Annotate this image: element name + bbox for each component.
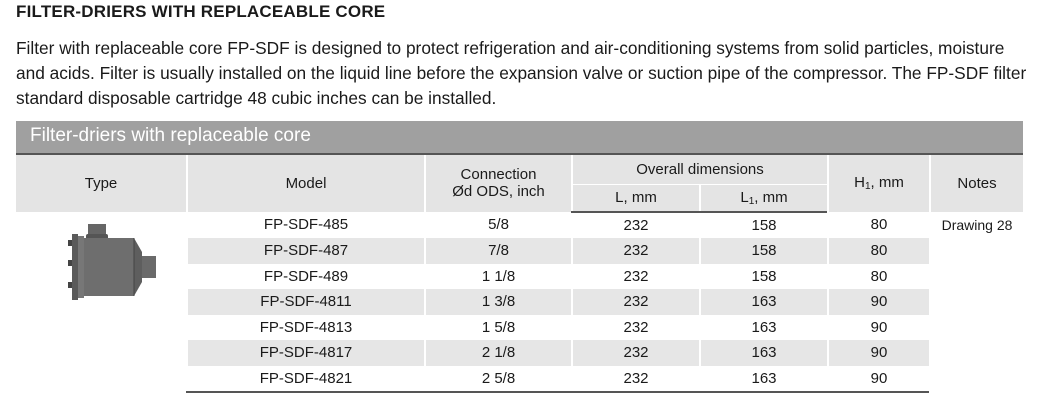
cell-connection: 1 3/8 bbox=[424, 289, 572, 315]
table-row: FP-SDF-4817 2 1/8 232 163 90 bbox=[16, 340, 1023, 366]
header-connection-line1: Connection bbox=[460, 166, 537, 184]
cell-model: FP-SDF-4821 bbox=[186, 365, 425, 393]
filter-drier-image bbox=[16, 212, 187, 393]
cell-l: 232 bbox=[571, 263, 700, 289]
cell-l: 232 bbox=[571, 340, 700, 366]
header-overall-dimensions: Overall dimensions bbox=[571, 153, 828, 184]
cell-l1: 163 bbox=[699, 314, 828, 340]
cell-l1: 158 bbox=[699, 263, 828, 289]
description-paragraph: Filter with replaceable core FP-SDF is d… bbox=[16, 38, 1027, 108]
header-l1: L1, mm bbox=[699, 183, 828, 213]
section-heading: FILTER-DRIERS WITH REPLACEABLE CORE bbox=[16, 2, 386, 21]
header-model: Model bbox=[186, 153, 425, 212]
l1-sub: 1 bbox=[748, 195, 755, 207]
filter-drier-icon bbox=[68, 223, 156, 300]
header-notes: Notes bbox=[929, 153, 1023, 212]
cell-model: FP-SDF-4817 bbox=[186, 340, 425, 366]
cell-h1: 80 bbox=[827, 263, 930, 289]
cell-l1: 163 bbox=[699, 289, 828, 315]
cell-l1: 158 bbox=[699, 211, 828, 238]
table-row: FP-SDF-487 7/8 232 158 80 bbox=[16, 238, 1023, 264]
header-h1: H1, mm bbox=[827, 153, 930, 212]
cell-l: 232 bbox=[571, 211, 700, 238]
cell-l: 232 bbox=[571, 238, 700, 264]
cell-l: 232 bbox=[571, 289, 700, 315]
table-row: FP-SDF-4811 1 3/8 232 163 90 bbox=[16, 289, 1023, 315]
header-type: Type bbox=[16, 153, 187, 212]
table-row: FP-SDF-489 1 1/8 232 158 80 bbox=[16, 263, 1023, 289]
h1-sub: 1 bbox=[864, 181, 871, 193]
cell-connection: 2 5/8 bbox=[424, 365, 572, 393]
cell-model: FP-SDF-485 bbox=[186, 211, 425, 238]
cell-connection: 5/8 bbox=[424, 211, 572, 238]
l1-unit: , mm bbox=[754, 188, 788, 206]
table-row: FP-SDF-4821 2 5/8 232 163 90 bbox=[16, 365, 1023, 393]
cell-l1: 163 bbox=[699, 340, 828, 366]
cell-h1: 80 bbox=[827, 238, 930, 264]
cell-model: FP-SDF-4811 bbox=[186, 289, 425, 315]
header-connection: Connection Ød ODS, inch bbox=[424, 153, 572, 212]
cell-model: FP-SDF-487 bbox=[186, 238, 425, 264]
cell-l: 232 bbox=[571, 314, 700, 340]
cell-model: FP-SDF-489 bbox=[186, 263, 425, 289]
cell-l1: 163 bbox=[699, 365, 828, 393]
table-row: FP-SDF-485 5/8 232 158 80 Drawing 28 bbox=[16, 211, 1023, 392]
cell-l: 232 bbox=[571, 365, 700, 393]
h1-label: H bbox=[854, 174, 865, 192]
cell-l1: 158 bbox=[699, 238, 828, 264]
table-row: FP-SDF-4813 1 5/8 232 163 90 bbox=[16, 314, 1023, 340]
cell-connection: 1 1/8 bbox=[424, 263, 572, 289]
cell-h1: 80 bbox=[827, 211, 930, 238]
cell-h1: 90 bbox=[827, 365, 930, 393]
cell-connection: 1 5/8 bbox=[424, 314, 572, 340]
header-l: L, mm bbox=[571, 183, 700, 213]
cell-connection: 7/8 bbox=[424, 238, 572, 264]
product-table: Type Model Connection Ød ODS, inch Overal… bbox=[16, 153, 1023, 393]
cell-connection: 2 1/8 bbox=[424, 340, 572, 366]
l1-label: L bbox=[740, 188, 749, 206]
cell-h1: 90 bbox=[827, 340, 930, 366]
h1-unit: , mm bbox=[870, 174, 904, 192]
cell-h1: 90 bbox=[827, 289, 930, 315]
table-title-bar: Filter-driers with replaceable core bbox=[16, 121, 1023, 153]
cell-h1: 90 bbox=[827, 314, 930, 340]
header-connection-line2: Ød ODS, inch bbox=[452, 183, 545, 201]
cell-notes: Drawing 28 bbox=[929, 211, 1023, 392]
cell-model: FP-SDF-4813 bbox=[186, 314, 425, 340]
